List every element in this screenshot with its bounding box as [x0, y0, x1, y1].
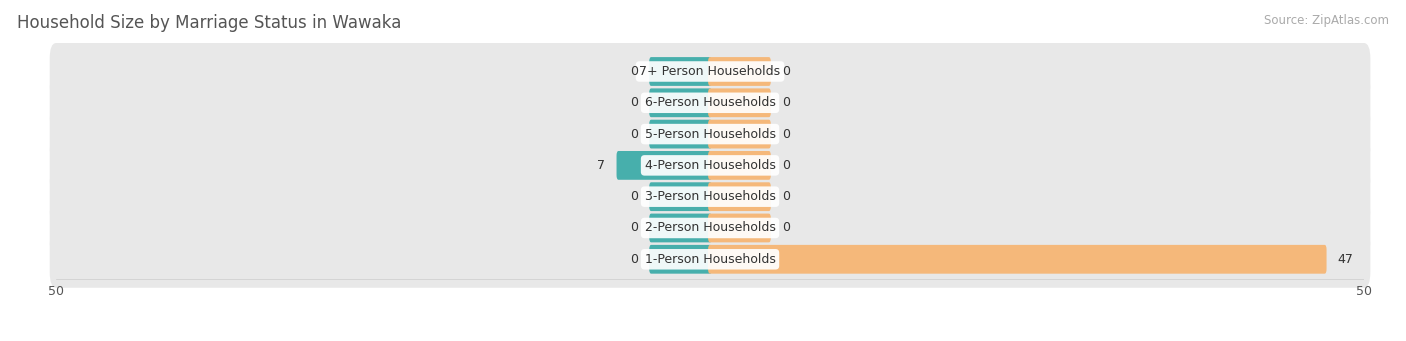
Text: Source: ZipAtlas.com: Source: ZipAtlas.com — [1264, 14, 1389, 27]
FancyBboxPatch shape — [650, 88, 711, 117]
FancyBboxPatch shape — [49, 231, 1371, 288]
FancyBboxPatch shape — [709, 182, 770, 211]
Text: 0: 0 — [630, 222, 638, 235]
FancyBboxPatch shape — [617, 151, 711, 180]
FancyBboxPatch shape — [709, 120, 770, 148]
Text: 2-Person Households: 2-Person Households — [644, 222, 776, 235]
Text: 0: 0 — [630, 190, 638, 203]
FancyBboxPatch shape — [650, 120, 711, 148]
FancyBboxPatch shape — [650, 245, 711, 274]
FancyBboxPatch shape — [709, 57, 770, 86]
FancyBboxPatch shape — [49, 43, 1371, 100]
Text: Household Size by Marriage Status in Wawaka: Household Size by Marriage Status in Waw… — [17, 14, 401, 32]
Text: 47: 47 — [1337, 253, 1354, 266]
FancyBboxPatch shape — [49, 137, 1371, 194]
Text: 0: 0 — [782, 222, 790, 235]
Text: 6-Person Households: 6-Person Households — [644, 96, 776, 109]
Text: 0: 0 — [782, 96, 790, 109]
Text: 0: 0 — [630, 253, 638, 266]
Text: 5-Person Households: 5-Person Households — [644, 128, 776, 140]
FancyBboxPatch shape — [49, 106, 1371, 163]
Text: 4-Person Households: 4-Person Households — [644, 159, 776, 172]
FancyBboxPatch shape — [709, 213, 770, 242]
FancyBboxPatch shape — [49, 168, 1371, 225]
Text: 0: 0 — [782, 65, 790, 78]
Text: 0: 0 — [782, 190, 790, 203]
FancyBboxPatch shape — [49, 74, 1371, 131]
Text: 1-Person Households: 1-Person Households — [644, 253, 776, 266]
FancyBboxPatch shape — [709, 151, 770, 180]
Text: 0: 0 — [782, 159, 790, 172]
Text: 0: 0 — [630, 128, 638, 140]
FancyBboxPatch shape — [709, 88, 770, 117]
Text: 3-Person Households: 3-Person Households — [644, 190, 776, 203]
Text: 0: 0 — [630, 65, 638, 78]
Legend: Family, Nonfamily: Family, Nonfamily — [631, 337, 789, 341]
FancyBboxPatch shape — [650, 182, 711, 211]
Text: 0: 0 — [782, 128, 790, 140]
FancyBboxPatch shape — [650, 213, 711, 242]
Text: 0: 0 — [630, 96, 638, 109]
FancyBboxPatch shape — [650, 57, 711, 86]
FancyBboxPatch shape — [49, 199, 1371, 256]
Text: 7+ Person Households: 7+ Person Households — [640, 65, 780, 78]
FancyBboxPatch shape — [709, 245, 1326, 274]
Text: 7: 7 — [598, 159, 606, 172]
